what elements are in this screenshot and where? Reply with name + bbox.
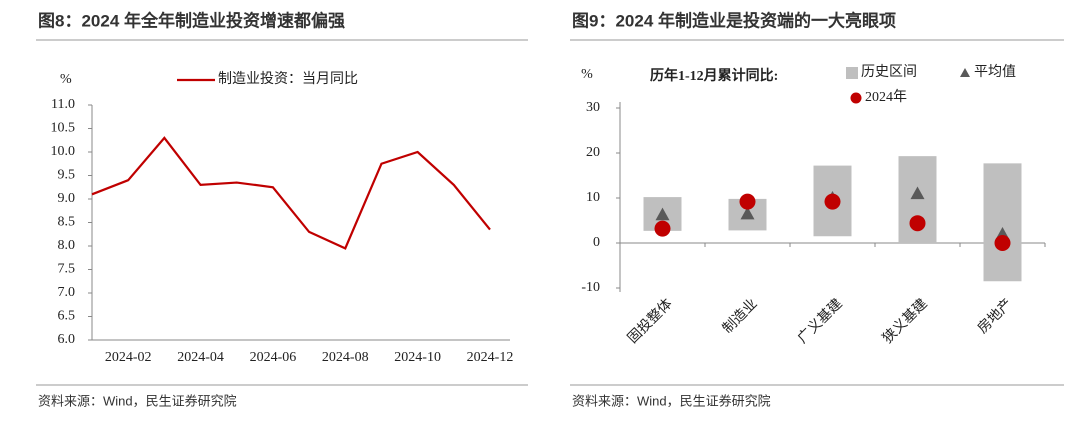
x-tick-label: 固投整体 [625,296,676,347]
source: 资料来源：Wind，民生证券研究院 [572,393,771,408]
y-tick-label: 7.5 [58,262,76,277]
x-tick-label: 制造业 [720,296,761,337]
value-dot [739,193,756,210]
y-tick-label: 9.0 [58,191,76,206]
value-dot [994,235,1011,251]
y-tick-label: 8.5 [58,215,76,230]
y-unit: % [581,67,593,82]
legend-title: 历年1-12月累计同比: [650,67,778,84]
y-tick-label: 0 [593,235,600,250]
y-tick-label: 30 [586,100,600,115]
x-tick-label: 房地产 [975,296,1016,337]
x-tick-label: 2024-08 [322,350,369,365]
x-tick-label: 狭义基建 [879,295,931,347]
value-dot [654,220,671,237]
chart-title: 图9：2024 年制造业是投资端的一大亮眼项 [572,10,896,30]
y-tick-label: 11.0 [51,97,75,112]
x-tick-label: 2024-06 [250,350,297,365]
value-dot [909,215,926,232]
y-tick-label: 20 [586,145,600,160]
legend-swatch [960,68,970,77]
source: 资料来源：Wind，民生证券研究院 [38,393,237,408]
x-tick-label: 2024-04 [177,350,224,365]
y-tick-label: 7.0 [58,285,76,300]
average-marker [910,186,925,200]
legend-swatch [846,67,858,79]
x-tick-label: 广义基建 [794,295,846,347]
y-tick-label: 6.0 [58,332,76,347]
chart-title: 图8：2024 年全年制造业投资增速都偏强 [38,10,345,30]
value-dot [824,193,841,210]
y-tick-label: 6.5 [58,309,76,324]
range-bar [983,163,1022,282]
x-tick-label: 2024-10 [394,350,441,365]
data-line [91,136,491,250]
average-marker [655,207,670,221]
y-tick-label: 8.0 [58,238,76,253]
y-tick-label: 9.5 [58,168,76,183]
x-tick-label: 2024-02 [105,350,152,365]
y-tick-label: 10.5 [51,121,76,136]
y-tick-label: 10 [586,190,600,205]
legend-swatch [850,92,862,104]
legend-label: 历史区间 [861,64,917,80]
y-tick-label: 10.0 [51,144,76,159]
legend-label: 制造业投资：当月同比 [218,71,358,87]
legend-label: 2024年 [865,89,907,105]
legend-label: 平均值 [974,64,1016,80]
average-marker [740,206,755,220]
y-unit: % [60,72,72,87]
y-tick-label: -10 [581,280,600,295]
x-tick-label: 2024-12 [467,350,514,365]
